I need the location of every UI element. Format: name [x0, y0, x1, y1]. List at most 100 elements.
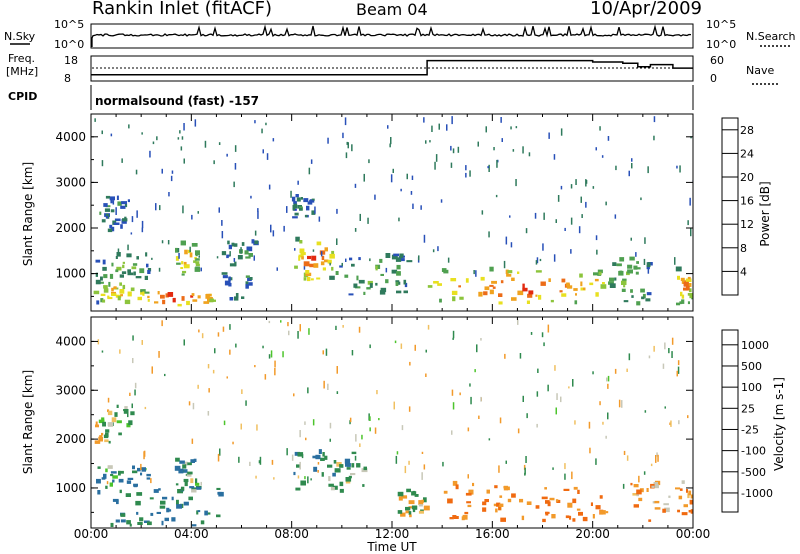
echo-cell [306, 205, 310, 211]
echo-cell [266, 153, 269, 160]
echo-cell [254, 230, 257, 236]
echo-cell [496, 159, 498, 168]
echo-cell [500, 117, 502, 123]
echo-cell [143, 450, 146, 457]
echo-cell [477, 141, 479, 147]
echo-cell [300, 197, 303, 200]
echo-cell [573, 486, 578, 490]
echo-cell [450, 162, 453, 168]
echo-cell [121, 158, 123, 163]
echo-cell [188, 401, 191, 406]
echo-cell [141, 227, 144, 233]
echo-cell [395, 281, 399, 286]
echo-cell [103, 473, 107, 479]
echo-cell [137, 467, 141, 472]
echo-cell [299, 461, 301, 470]
echo-cell [141, 220, 144, 229]
echo-cell [633, 484, 639, 488]
echo-cell [141, 467, 146, 472]
echo-cell [336, 462, 342, 467]
echo-cell [321, 472, 324, 477]
echo-cell [375, 265, 378, 271]
echo-cell [522, 287, 528, 292]
echo-cell [535, 270, 542, 273]
echo-cell [535, 260, 538, 265]
echo-cell [560, 396, 562, 403]
echo-cell [112, 479, 115, 483]
echo-cell [466, 501, 471, 504]
echo-cell [570, 217, 573, 225]
echo-cell [348, 293, 354, 296]
echo-cell [197, 510, 201, 513]
echo-cell [488, 438, 491, 441]
echo-cell [96, 478, 101, 484]
echo-cell [212, 299, 216, 302]
echo-cell [156, 136, 158, 141]
echo-cell [686, 489, 688, 493]
echo-cell [280, 320, 282, 323]
echo-cell [418, 500, 424, 505]
echo-cell [150, 512, 154, 516]
echo-cell [542, 243, 544, 251]
echo-cell [484, 286, 490, 291]
echo-cell [324, 259, 329, 263]
echo-cell [258, 460, 261, 464]
echo-cell [473, 270, 475, 275]
echo-cell [179, 130, 181, 134]
nsky-label: N.Sky [4, 30, 36, 43]
echo-cell [160, 500, 166, 505]
echo-cell [261, 128, 263, 134]
echo-cell [404, 282, 408, 288]
echo-cell [165, 293, 169, 298]
echo-cell [474, 369, 476, 373]
echo-cell [452, 296, 456, 302]
echo-cell [668, 495, 671, 498]
echo-cell [517, 271, 520, 274]
echo-cell [310, 478, 312, 481]
echo-cell [522, 395, 524, 402]
echo-cell [675, 487, 681, 490]
echo-cell [241, 389, 243, 394]
echo-cell [112, 498, 119, 502]
echo-cell [628, 353, 631, 361]
echo-cell [367, 217, 369, 224]
echo-cell [161, 320, 163, 327]
echo-cell [379, 258, 383, 263]
echo-cell [595, 458, 597, 465]
echo-cell [234, 261, 237, 267]
echo-cell [123, 409, 128, 414]
echo-cell [128, 124, 130, 129]
velocity-colorbar-tick-label: 1000 [741, 339, 769, 352]
echo-cell [270, 350, 273, 358]
echo-cell [464, 511, 469, 515]
echo-cell [687, 293, 693, 296]
echo-cell [408, 406, 411, 412]
echo-cell [303, 261, 310, 267]
echo-cell [191, 293, 195, 296]
echo-cell [446, 124, 448, 131]
echo-cell [200, 267, 202, 272]
echo-cell [119, 282, 122, 286]
echo-cell [599, 401, 601, 406]
echo-cell [305, 272, 312, 276]
echo-cell [105, 468, 108, 473]
echo-cell [105, 205, 111, 208]
echo-cell [355, 434, 357, 442]
echo-cell [412, 508, 416, 513]
echo-cell [214, 348, 216, 354]
echo-cell [593, 272, 599, 276]
echo-cell [295, 236, 300, 242]
echo-cell [640, 288, 645, 293]
echo-cell [367, 280, 373, 285]
echo-cell [671, 337, 674, 345]
echo-cell [132, 335, 134, 341]
echo-cell [676, 302, 681, 306]
echo-cell [653, 484, 659, 489]
echo-cell [175, 457, 180, 462]
echo-cell [233, 181, 235, 188]
echo-cell [216, 256, 219, 259]
echo-cell [135, 276, 142, 279]
echo-cell [183, 478, 189, 483]
echo-cell [161, 168, 163, 174]
echo-cell [596, 249, 598, 255]
